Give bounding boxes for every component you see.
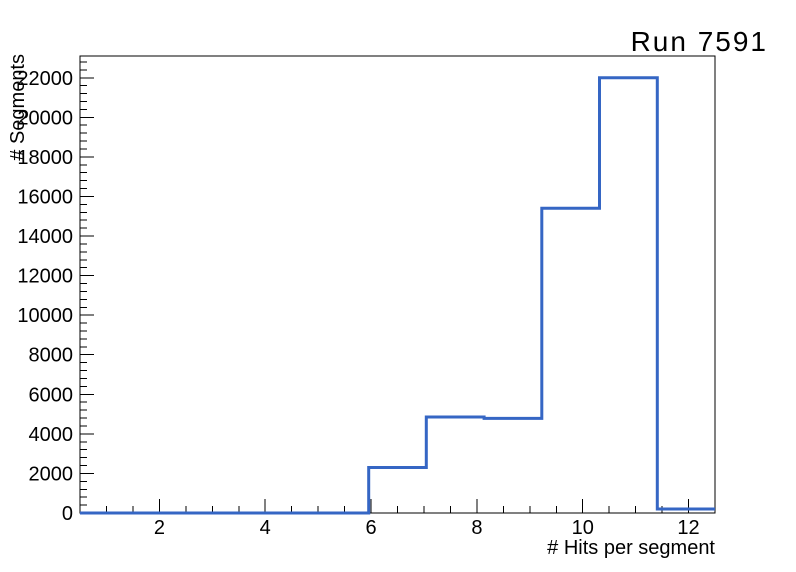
y-axis-title: # Segments <box>7 54 29 161</box>
plot-frame <box>79 55 716 514</box>
axis-ticks <box>80 61 690 514</box>
histogram-step-line <box>80 76 715 515</box>
x-tick-label: 2 <box>154 517 165 539</box>
y-tick-label: 14000 <box>17 226 73 248</box>
y-tick-label: 12000 <box>17 266 73 288</box>
y-tick-label: 10000 <box>17 305 73 327</box>
x-tick-label: 4 <box>260 517 271 539</box>
chart-title: Run 7591 <box>631 26 768 57</box>
y-tick-label: 8000 <box>29 345 74 367</box>
y-tick-label: 6000 <box>29 384 74 406</box>
x-axis-title: # Hits per segment <box>547 537 715 559</box>
y-tick-label: 0 <box>62 503 73 525</box>
x-tick-label: 8 <box>471 517 482 539</box>
y-tick-label: 20000 <box>17 107 73 129</box>
x-tick-label: 10 <box>572 517 594 539</box>
y-tick-label: 22000 <box>17 68 73 90</box>
y-tick-label: 4000 <box>29 424 74 446</box>
x-tick-label: 12 <box>677 517 699 539</box>
axis-tick-labels: 2 4 6 8 10 12 0 2000 4000 6000 8000 10000 12000 14000… <box>17 68 699 539</box>
y-tick-label: 18000 <box>17 147 73 169</box>
y-tick-label: 16000 <box>17 186 73 208</box>
y-tick-label: 2000 <box>29 463 74 485</box>
x-tick-label: 6 <box>365 517 376 539</box>
